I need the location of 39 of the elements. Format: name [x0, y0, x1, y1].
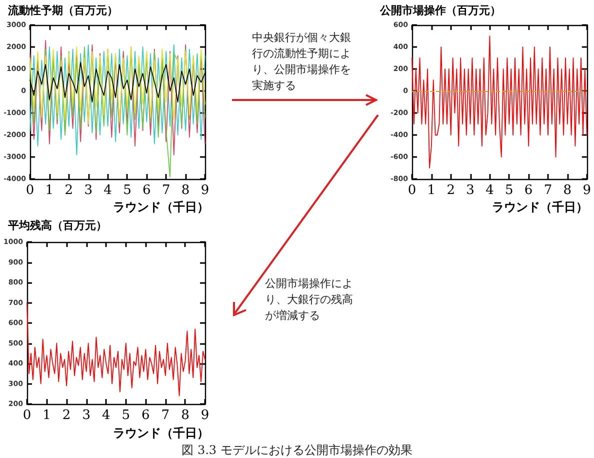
x-tick-label: 3 [84, 183, 92, 198]
line-series [30, 46, 206, 124]
chart-title: 公開市場操作（百万元） [379, 4, 501, 17]
chart-title: 流動性予期（百万元） [7, 4, 118, 17]
x-axis-title: ラウンド（千日） [113, 426, 209, 440]
x-tick-label: 4 [486, 183, 494, 198]
x-tick-label: 8 [563, 183, 572, 198]
x-tick-label: 6 [142, 183, 151, 198]
x-tick-label: 9 [582, 183, 592, 198]
x-tick-label: 4 [104, 183, 112, 198]
x-tick-label: 7 [162, 183, 170, 198]
x-tick-label: 9 [200, 408, 210, 423]
x-tick-label: 1 [42, 408, 51, 423]
x-tick-label: 8 [181, 408, 190, 423]
x-tick-label: 1 [427, 183, 436, 198]
x-tick-label: 2 [62, 408, 71, 423]
x-axis-title: ラウンド（千日） [113, 200, 209, 214]
x-tick-label: 2 [446, 183, 455, 198]
x-tick-label: 5 [123, 183, 132, 198]
x-tick-label: 2 [64, 183, 74, 198]
x-tick-label: 3 [82, 408, 90, 423]
text: 中央銀行が個々大銀行の流動性予期により、公開市場操作を実施する [252, 30, 352, 94]
line-series [412, 36, 588, 168]
caption: 図 3.3 モデルにおける公開市場操作の効果 [180, 442, 414, 458]
x-tick-label: 6 [524, 183, 533, 198]
x-tick-label: 5 [505, 183, 514, 198]
x-tick-label: 4 [102, 408, 110, 423]
x-tick-label: 6 [142, 408, 150, 423]
x-tick-label: 8 [181, 183, 190, 198]
x-tick-label: 7 [544, 183, 552, 198]
x-axis-title: ラウンド（千日） [492, 200, 588, 214]
x-tick-label: 1 [45, 183, 54, 198]
text: 公開市場操作により、大銀行の残高が増減する [265, 276, 354, 324]
x-tick-label: 7 [161, 408, 170, 423]
chart-title: 平均残高（百万元） [7, 219, 107, 232]
line-series [26, 302, 206, 396]
x-tick-label: 5 [122, 408, 130, 423]
x-tick-label: 9 [200, 183, 210, 198]
x-tick-label: 3 [466, 183, 474, 198]
